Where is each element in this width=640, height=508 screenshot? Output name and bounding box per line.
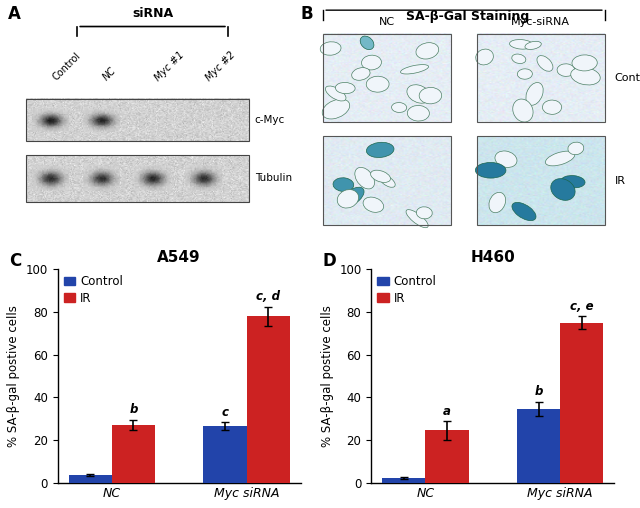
Bar: [112, 425, 155, 483]
Ellipse shape: [476, 49, 493, 65]
Text: C: C: [9, 252, 21, 270]
Bar: [560, 323, 604, 483]
Text: Myc #2: Myc #2: [204, 49, 237, 83]
Ellipse shape: [551, 179, 575, 200]
Bar: [26, 99, 250, 141]
Legend: Control, IR: Control, IR: [377, 275, 436, 305]
Bar: [477, 34, 605, 122]
Ellipse shape: [512, 54, 526, 64]
Text: siRNA: siRNA: [132, 7, 173, 19]
Text: D: D: [323, 252, 336, 270]
Ellipse shape: [363, 197, 383, 212]
Ellipse shape: [351, 68, 370, 80]
Text: Myc #1: Myc #1: [152, 49, 186, 83]
Text: IR: IR: [614, 176, 625, 186]
Text: B: B: [301, 6, 314, 23]
Ellipse shape: [322, 99, 349, 119]
Bar: [517, 409, 560, 483]
Text: NC: NC: [379, 17, 396, 26]
Ellipse shape: [355, 168, 374, 189]
Bar: [477, 136, 605, 225]
Ellipse shape: [571, 67, 600, 85]
Ellipse shape: [509, 40, 533, 49]
Text: Control: Control: [614, 73, 640, 83]
Ellipse shape: [367, 142, 394, 157]
Text: a: a: [443, 404, 451, 418]
Ellipse shape: [517, 69, 532, 79]
Bar: [68, 475, 112, 483]
Y-axis label: % SA-β-gal postive cells: % SA-β-gal postive cells: [7, 305, 20, 447]
Ellipse shape: [568, 142, 584, 155]
Ellipse shape: [320, 42, 341, 55]
Text: Control: Control: [51, 51, 83, 83]
Title: A549: A549: [157, 250, 201, 265]
Text: c, d: c, d: [256, 291, 280, 303]
Bar: [323, 34, 451, 122]
Ellipse shape: [572, 55, 597, 71]
Ellipse shape: [416, 43, 438, 59]
Bar: [246, 316, 290, 483]
Ellipse shape: [476, 163, 506, 178]
Ellipse shape: [326, 86, 346, 101]
Ellipse shape: [561, 176, 585, 188]
Ellipse shape: [342, 187, 364, 206]
Ellipse shape: [408, 106, 429, 121]
Ellipse shape: [371, 170, 390, 182]
Ellipse shape: [407, 85, 431, 103]
Ellipse shape: [495, 151, 517, 168]
Title: H460: H460: [470, 250, 515, 265]
Text: b: b: [534, 386, 543, 398]
Ellipse shape: [366, 76, 389, 92]
Bar: [204, 426, 246, 483]
Ellipse shape: [513, 99, 533, 122]
Ellipse shape: [557, 64, 575, 76]
Text: A: A: [8, 6, 20, 23]
Text: c-Myc: c-Myc: [255, 115, 285, 125]
Ellipse shape: [392, 103, 406, 112]
Ellipse shape: [417, 207, 432, 219]
Ellipse shape: [380, 175, 396, 187]
Ellipse shape: [335, 82, 355, 93]
Ellipse shape: [512, 202, 536, 220]
Legend: Control, IR: Control, IR: [63, 275, 123, 305]
Ellipse shape: [545, 151, 575, 166]
Text: b: b: [129, 403, 138, 417]
Ellipse shape: [525, 41, 541, 49]
Ellipse shape: [537, 55, 553, 71]
Bar: [382, 479, 426, 483]
Ellipse shape: [362, 55, 381, 70]
Bar: [323, 136, 451, 225]
Text: NC: NC: [102, 66, 118, 83]
Ellipse shape: [333, 178, 354, 192]
Text: SA-β-Gal Staining: SA-β-Gal Staining: [406, 10, 529, 23]
Ellipse shape: [526, 82, 543, 105]
Ellipse shape: [543, 100, 562, 114]
Ellipse shape: [489, 193, 506, 213]
Text: Tubulin: Tubulin: [255, 173, 292, 183]
Text: c: c: [221, 405, 228, 419]
Ellipse shape: [401, 65, 429, 74]
Text: c, e: c, e: [570, 300, 593, 313]
Ellipse shape: [406, 210, 428, 228]
Y-axis label: % SA-β-gal postive cells: % SA-β-gal postive cells: [321, 305, 333, 447]
Text: Myc-siRNA: Myc-siRNA: [511, 17, 570, 26]
Bar: [426, 430, 468, 483]
Ellipse shape: [360, 36, 374, 50]
Ellipse shape: [419, 87, 442, 104]
Bar: [26, 155, 250, 202]
Ellipse shape: [337, 189, 358, 208]
